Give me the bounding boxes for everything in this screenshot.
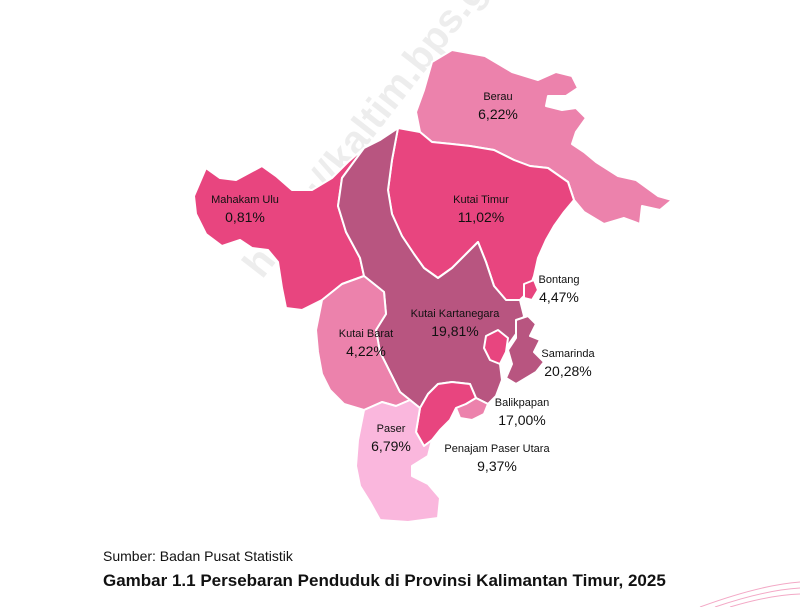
svg-text:Mahakam Ulu: Mahakam Ulu bbox=[211, 194, 279, 206]
svg-text:Samarinda: Samarinda bbox=[541, 348, 595, 360]
label-berau: Berau 6,22% bbox=[478, 91, 518, 122]
svg-text:17,00%: 17,00% bbox=[498, 412, 545, 428]
svg-text:6,79%: 6,79% bbox=[371, 438, 411, 454]
region-balikpapan[interactable] bbox=[455, 397, 489, 421]
label-penajam-paser-utara: Penajam Paser Utara 9,37% bbox=[444, 443, 550, 474]
svg-text:Kutai Barat: Kutai Barat bbox=[339, 328, 393, 340]
svg-text:Bontang: Bontang bbox=[539, 274, 580, 286]
region-coastal-islands bbox=[505, 315, 545, 385]
region-bontang[interactable] bbox=[523, 279, 539, 301]
svg-text:4,47%: 4,47% bbox=[539, 289, 579, 305]
label-paser: Paser 6,79% bbox=[371, 423, 411, 454]
label-samarinda: Samarinda 20,28% bbox=[541, 348, 595, 379]
label-mahakam-ulu: Mahakam Ulu 0,81% bbox=[211, 194, 279, 225]
region-paser[interactable] bbox=[355, 399, 441, 523]
label-balikpapan: Balikpapan 17,00% bbox=[495, 397, 549, 428]
svg-text:Penajam Paser Utara: Penajam Paser Utara bbox=[444, 443, 550, 455]
svg-text:9,37%: 9,37% bbox=[477, 458, 517, 474]
svg-text:Kutai Timur: Kutai Timur bbox=[453, 194, 509, 206]
label-bontang: Bontang 4,47% bbox=[539, 274, 580, 305]
svg-text:20,28%: 20,28% bbox=[544, 363, 591, 379]
svg-text:Balikpapan: Balikpapan bbox=[495, 397, 549, 409]
svg-text:0,81%: 0,81% bbox=[225, 209, 265, 225]
label-kutai-barat: Kutai Barat 4,22% bbox=[339, 328, 393, 359]
svg-text:6,22%: 6,22% bbox=[478, 106, 518, 122]
svg-text:11,02%: 11,02% bbox=[458, 209, 504, 225]
source-note: Sumber: Badan Pusat Statistik bbox=[103, 548, 293, 564]
decorative-corner-arcs bbox=[699, 581, 800, 607]
svg-text:Berau: Berau bbox=[483, 91, 512, 103]
label-kutai-kartanegara: Kutai Kartanegara 19,81% bbox=[411, 308, 501, 339]
region-samarinda[interactable] bbox=[483, 329, 509, 365]
label-kutai-timur: Kutai Timur 11,02% bbox=[453, 194, 509, 225]
svg-text:4,22%: 4,22% bbox=[346, 343, 386, 359]
figure-caption: Gambar 1.1 Persebaran Penduduk di Provin… bbox=[103, 571, 666, 590]
svg-text:Kutai Kartanegara: Kutai Kartanegara bbox=[411, 308, 501, 320]
svg-text:19,81%: 19,81% bbox=[431, 323, 478, 339]
svg-text:Paser: Paser bbox=[377, 423, 406, 435]
